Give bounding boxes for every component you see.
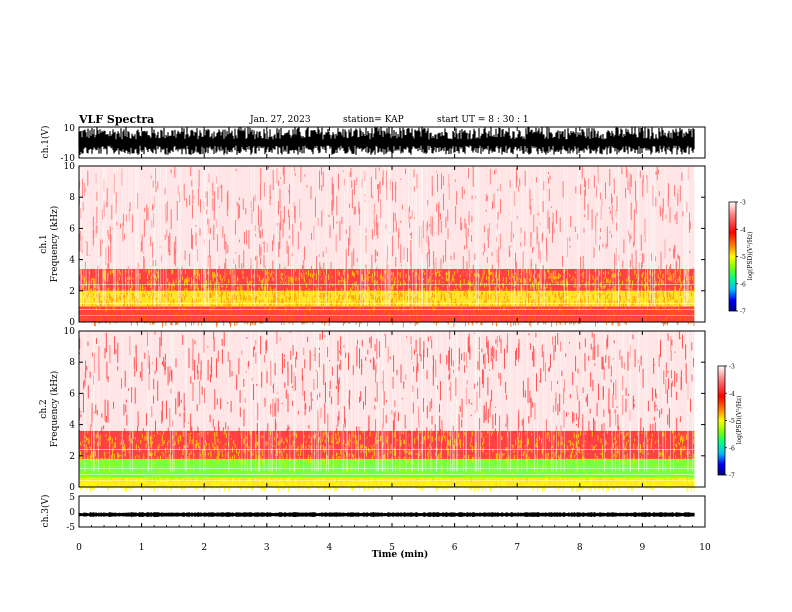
ch1-colorbar-ticks: -3 -4 -5 -6 -7 (736, 200, 746, 316)
ch2-spectrogram-band-0 (79, 477, 695, 487)
ch1-spectrogram-band-0 (79, 306, 695, 322)
ch2-spectrogram-ylabel-frequency: Frequency (kHz) (49, 371, 60, 448)
ch1-colorbar-tick-label-0: -3 (740, 200, 746, 207)
ch3-ytick-bottom: -5 (66, 523, 75, 533)
ch2-spectrogram-band-3 (79, 331, 695, 431)
ch3-ytick-mid: 0 (69, 508, 75, 518)
ch1-waveform-panel: 10 -10 ch.1(V) (40, 124, 706, 164)
ch1-colorbar-label: log(PSD)(V²/Hz) (747, 232, 754, 281)
xtick-label-9: 9 (640, 543, 646, 553)
ch3-waveform-trace (78, 512, 695, 518)
time-axis-ticks: 0 1 2 3 4 5 6 7 8 9 10 (76, 127, 711, 553)
ch1-spectrogram-ytick-label-5: 10 (64, 162, 76, 172)
ch2-spectrogram-ytick-label-1: 2 (69, 452, 75, 462)
start-time-label: start UT = 8 : 30 : 1 (437, 115, 529, 125)
ch1-spectrogram-vertical-streaks (80, 166, 689, 307)
ch2-colorbar-tick-label-4: -7 (729, 473, 735, 480)
ch2-colorbar-ticks: -3 -4 -5 -6 -7 (725, 364, 735, 480)
ch1-waveform-line (78, 127, 695, 155)
xtick-label-5: 5 (389, 543, 395, 553)
ch3-waveform-frame (78, 495, 706, 528)
ch2-spectrogram-ytick-label-3: 6 (69, 389, 75, 399)
ch1-ytick-top: 10 (64, 124, 76, 134)
ch2-spectrogram-ylabel-channel: ch.2 (39, 399, 49, 418)
ch2-colorbar (717, 365, 726, 476)
ch1-colorbar-tick-label-1: -4 (740, 227, 746, 234)
xtick-label-7: 7 (514, 543, 520, 553)
chart-title: VLF Spectra (79, 113, 155, 126)
ch1-spectrogram-ytick-label-0: 0 (69, 318, 75, 328)
ch3-ytick-top: 5 (69, 493, 75, 503)
ch2-spectrogram-ytick-label-5: 10 (64, 327, 76, 337)
ch2-spectrogram-yticks: 0 2 4 6 8 10 (64, 327, 705, 493)
ch2-spectrogram-ytick-label-2: 4 (69, 421, 75, 431)
xtick-label-4: 4 (327, 543, 333, 553)
ch3-waveform-panel: 5 0 -5 ch.3(V) (40, 493, 706, 533)
ch2-spectrogram-ytick-label-4: 8 (69, 358, 75, 368)
ch1-colorbar-tick-label-3: -6 (740, 281, 746, 288)
ch2-spectrogram-heatmap (78, 331, 705, 493)
xtick-label-2: 2 (201, 543, 207, 553)
ch1-spectrogram-ylabel-frequency: Frequency (kHz) (49, 206, 60, 283)
ch2-spectrogram-band-2 (79, 430, 695, 459)
ch2-colorbar-tick-label-3: -6 (729, 445, 735, 452)
ch1-colorbar (728, 201, 737, 312)
ch2-spectrogram-ytick-label-0: 0 (69, 483, 75, 493)
ch1-waveform-trace (78, 127, 695, 155)
ch2-colorbar-label: log(PSD)(V²/Hz) (736, 396, 743, 445)
ch3-waveform-ylabel: ch.3(V) (40, 495, 51, 528)
ch2-spectrogram-vertical-streaks (84, 331, 694, 472)
ch2-spectrogram-texture-1 (78, 458, 695, 484)
ch1-colorbar-tick-label-4: -7 (740, 309, 746, 316)
xtick-label-8: 8 (577, 543, 583, 553)
ch1-colorbar-tick-label-2: -5 (740, 254, 746, 261)
time-axis-label: Time (min) (372, 549, 429, 560)
ch2-colorbar-tick-label-0: -3 (729, 364, 735, 371)
date-label: Jan. 27, 2023 (250, 115, 311, 125)
ch1-spectrogram-heatmap (78, 166, 705, 328)
ch2-colorbar-tick-label-1: -4 (729, 391, 735, 398)
ch1-spectrogram-yticks: 0 2 4 6 8 10 (64, 162, 705, 328)
ch1-spectrogram-ylabel-channel: ch.1 (39, 234, 49, 253)
ch2-colorbar-tick-label-2: -5 (729, 418, 735, 425)
xtick-label-0: 0 (76, 543, 82, 553)
ch1-spectrogram-ytick-label-3: 6 (69, 224, 75, 234)
station-label: station= KAP (343, 115, 404, 125)
ch1-waveform-ylabel: ch.1(V) (40, 126, 51, 159)
ch1-spectrogram-ytick-label-1: 2 (69, 287, 75, 297)
ch1-ytick-bottom: -10 (61, 154, 76, 164)
ch3-waveform-line (78, 512, 695, 518)
ch1-spectrogram-ytick-label-2: 4 (69, 256, 75, 266)
xtick-label-6: 6 (452, 543, 458, 553)
xtick-label-1: 1 (139, 543, 145, 553)
xtick-label-3: 3 (264, 543, 270, 553)
ch1-spectrogram-ytick-label-4: 8 (69, 193, 75, 203)
xtick-label-10: 10 (699, 543, 711, 553)
